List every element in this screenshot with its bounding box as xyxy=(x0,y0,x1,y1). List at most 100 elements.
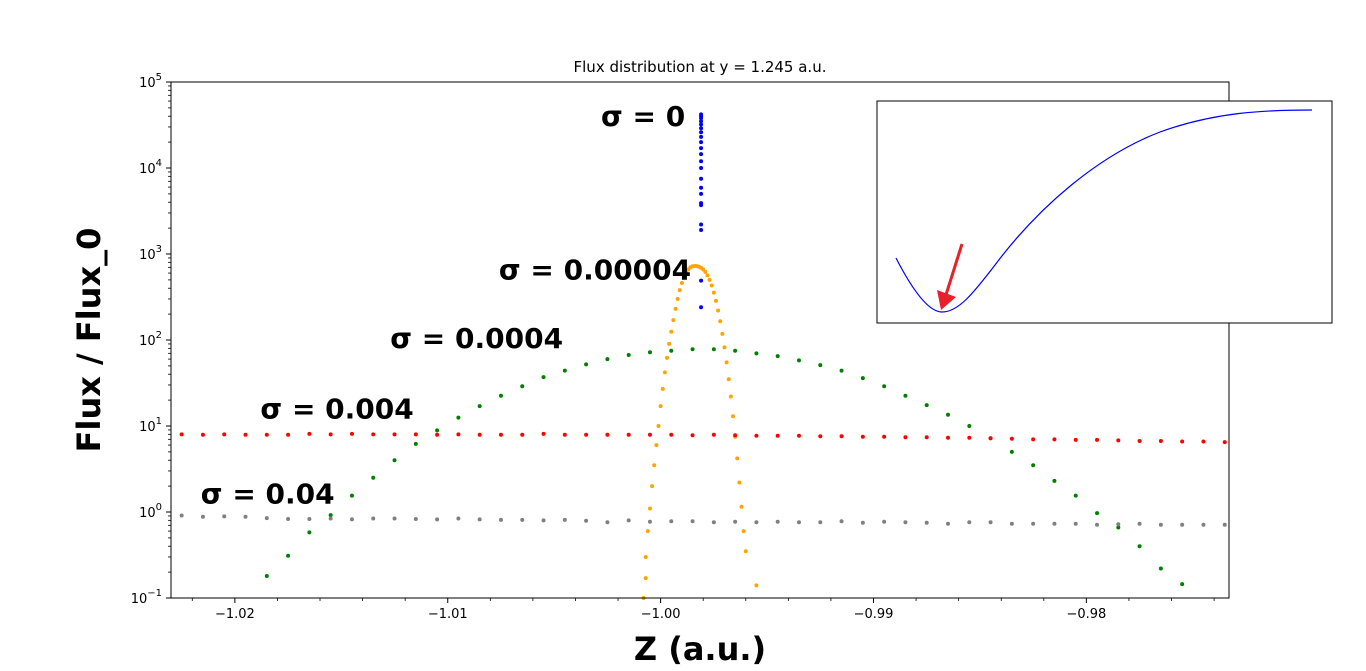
data-point xyxy=(1052,437,1057,442)
data-point xyxy=(718,319,723,324)
data-point xyxy=(647,350,652,355)
data-point xyxy=(498,517,503,522)
x-tick-label: −1.00 xyxy=(641,607,681,622)
data-point xyxy=(264,516,269,521)
data-point xyxy=(222,432,227,437)
data-point xyxy=(371,475,376,480)
data-point xyxy=(882,519,887,524)
data-point xyxy=(1031,521,1036,526)
data-point xyxy=(1009,436,1014,441)
data-point xyxy=(699,185,704,190)
data-point xyxy=(709,283,714,288)
y-tick-label: 103 xyxy=(139,244,162,263)
data-point xyxy=(222,514,227,519)
data-point xyxy=(477,517,482,522)
series-label: σ = 0.004 xyxy=(260,392,413,425)
data-point xyxy=(675,296,680,301)
data-point xyxy=(818,363,823,368)
data-point xyxy=(707,277,712,282)
data-point xyxy=(967,520,972,525)
points-layer xyxy=(179,112,1227,600)
data-point xyxy=(699,126,704,131)
data-point xyxy=(660,386,665,391)
data-point xyxy=(775,433,780,438)
data-point xyxy=(713,298,718,303)
data-point xyxy=(456,432,461,437)
data-point xyxy=(667,341,672,346)
data-point xyxy=(520,384,525,389)
data-point xyxy=(413,441,418,446)
data-point xyxy=(699,228,704,233)
data-point xyxy=(724,360,729,365)
data-point xyxy=(647,506,652,511)
data-point xyxy=(796,358,801,363)
data-point xyxy=(699,222,704,227)
data-point xyxy=(456,516,461,521)
data-point xyxy=(652,463,657,468)
data-point xyxy=(924,403,929,408)
data-point xyxy=(754,433,759,438)
data-point xyxy=(720,331,725,336)
data-point xyxy=(946,412,951,417)
data-point xyxy=(413,516,418,521)
data-point xyxy=(584,432,589,437)
data-point xyxy=(520,517,525,522)
series-0 xyxy=(699,112,704,310)
data-point xyxy=(673,306,678,311)
data-point xyxy=(1180,522,1185,527)
data-point xyxy=(882,434,887,439)
series-3 xyxy=(179,431,1227,445)
data-point xyxy=(754,351,759,356)
data-point xyxy=(662,370,667,375)
data-point xyxy=(903,435,908,440)
data-point xyxy=(286,432,291,437)
x-tick-label: −1.01 xyxy=(428,607,468,622)
data-point xyxy=(1073,437,1078,442)
annotations-layer: σ = 0 σ = 0.00004 σ = 0.0004 σ = 0.004 σ = 0… xyxy=(201,100,691,510)
data-point xyxy=(903,520,908,525)
data-point xyxy=(1222,440,1227,445)
data-point xyxy=(679,281,684,286)
data-point xyxy=(541,518,546,523)
y-tick-label: 105 xyxy=(139,72,162,91)
inset-frame xyxy=(876,100,1333,324)
series-label: σ = 0 xyxy=(601,100,685,133)
data-point xyxy=(435,432,440,437)
data-point xyxy=(643,554,648,559)
data-point xyxy=(1137,544,1142,549)
data-point xyxy=(562,432,567,437)
data-point xyxy=(924,520,929,525)
inset-arrow-head xyxy=(937,290,956,310)
data-point xyxy=(1201,439,1206,444)
data-point xyxy=(671,318,676,323)
data-point xyxy=(584,362,589,367)
data-point xyxy=(682,275,687,280)
data-point xyxy=(737,480,742,485)
data-point xyxy=(699,152,704,157)
data-point xyxy=(1073,493,1078,498)
data-point xyxy=(243,432,248,437)
data-point xyxy=(1180,582,1185,587)
data-point xyxy=(860,376,865,381)
data-point xyxy=(643,576,648,581)
data-point xyxy=(775,519,780,524)
data-point xyxy=(796,433,801,438)
data-point xyxy=(699,305,704,310)
data-point xyxy=(179,432,184,437)
data-point xyxy=(286,553,291,558)
data-point xyxy=(1116,525,1121,530)
data-point xyxy=(349,517,354,522)
data-point xyxy=(699,146,704,151)
data-point xyxy=(699,116,704,121)
data-point xyxy=(371,432,376,437)
data-point xyxy=(1052,521,1057,526)
data-point xyxy=(328,513,333,518)
data-point xyxy=(733,348,738,353)
data-point xyxy=(839,434,844,439)
data-point xyxy=(711,520,716,525)
data-point xyxy=(1031,437,1036,442)
data-point xyxy=(498,393,503,398)
data-point xyxy=(924,435,929,440)
data-point xyxy=(562,517,567,522)
y-axis-label: Flux / Flux_0 xyxy=(70,228,108,453)
